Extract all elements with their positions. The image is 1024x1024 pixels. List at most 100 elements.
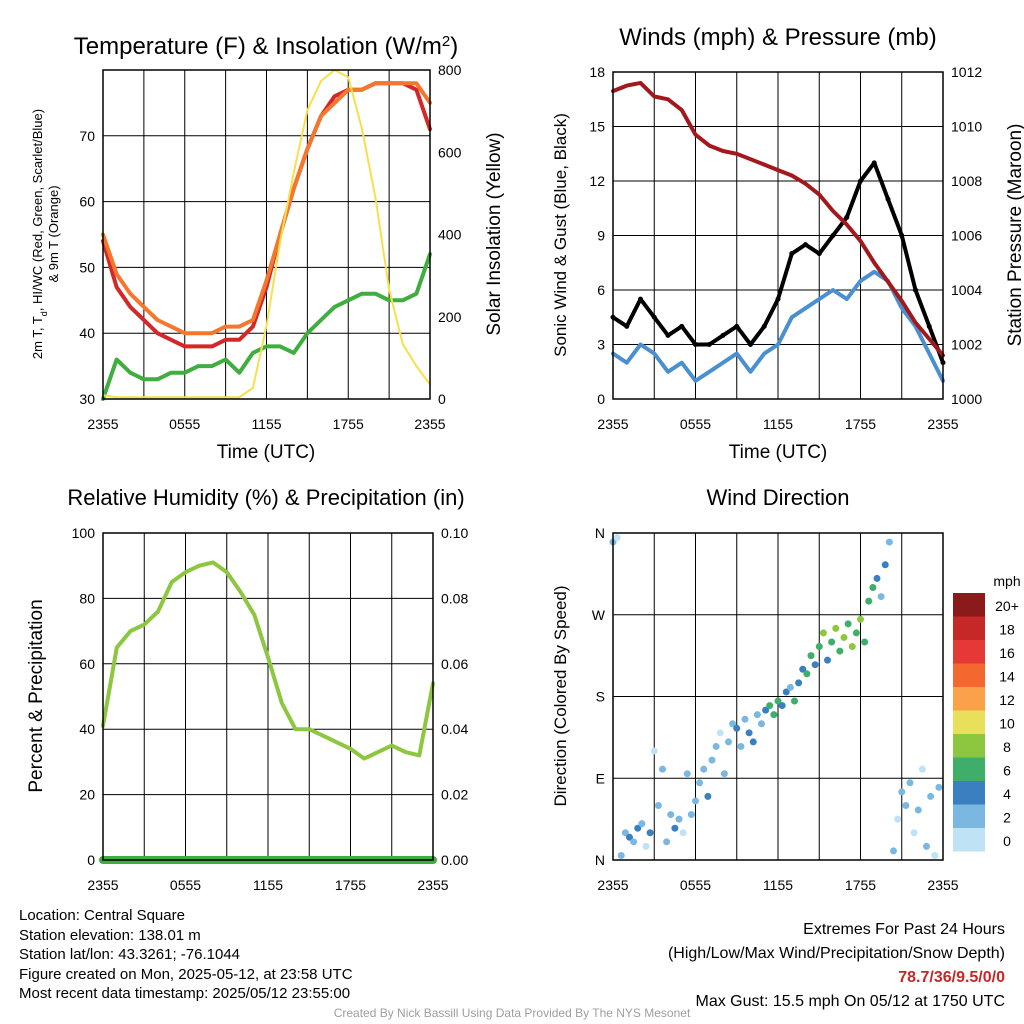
series-line — [101, 252, 432, 401]
direction-ylabel: Direction (Colored By Speed) — [551, 585, 570, 806]
direction-point — [687, 811, 695, 819]
colorbar-label: 12 — [999, 692, 1015, 708]
colorbar-label: 18 — [999, 621, 1015, 637]
direction-point — [927, 792, 935, 800]
direction-point — [733, 724, 741, 732]
winds-frame — [612, 71, 944, 400]
gust-point — [816, 251, 822, 257]
winds-ylabel: Sonic Wind & Gust (Blue, Black) — [551, 113, 570, 357]
gust-point — [720, 332, 726, 338]
x-tick-label: 2355 — [927, 416, 958, 432]
colorbar-title: mph — [993, 573, 1020, 589]
y2-tick-label: 1010 — [951, 119, 982, 135]
gust-point — [679, 323, 685, 329]
direction-point — [828, 638, 836, 646]
direction-point — [741, 715, 749, 723]
x-tick-label: 2355 — [597, 877, 628, 893]
colorbar-label: 2 — [1003, 809, 1011, 825]
direction-y-ticks: N E S W N — [592, 525, 606, 868]
y2-tick-label: 400 — [438, 227, 462, 243]
gust-point — [830, 233, 836, 238]
direction-point — [716, 729, 724, 737]
x-tick-label: 0555 — [680, 877, 711, 893]
colorbar-swatch — [953, 687, 985, 711]
direction-title: Wind Direction — [706, 485, 849, 510]
colorbar-label: 10 — [999, 715, 1015, 731]
direction-point — [708, 756, 716, 764]
colorbar-swatch — [953, 616, 985, 640]
direction-point — [848, 643, 856, 651]
winds-xlabel: Time (UTC) — [729, 442, 828, 463]
colorbar-label: 14 — [999, 668, 1015, 684]
gust-point — [871, 160, 877, 166]
humidity-title: Relative Humidity (%) & Precipitation (i… — [67, 485, 464, 510]
winds-grid — [612, 71, 944, 400]
x-tick-label: 0555 — [680, 416, 711, 432]
colorbar-label: 8 — [1003, 739, 1011, 755]
direction-point — [836, 647, 844, 655]
temperature-x-ticks: 2355 0555 1155 1755 2355 — [87, 416, 445, 432]
direction-point — [910, 829, 918, 837]
humidity-y-ticks: 0 20 40 60 80 100 — [72, 525, 96, 868]
colorbar-swatch — [953, 593, 985, 617]
x-tick-label: 1155 — [763, 416, 793, 432]
x-tick-label: 1755 — [335, 877, 366, 893]
temperature-frame — [102, 69, 431, 400]
gust-point — [706, 342, 712, 347]
direction-point — [840, 633, 848, 641]
direction-points — [609, 534, 943, 859]
y2-tick-label: 0 — [438, 391, 446, 407]
direction-point — [931, 851, 939, 859]
colorbar-swatch — [953, 781, 985, 805]
y-tick-label: N — [595, 852, 605, 868]
y2-tick-label: 0.00 — [441, 852, 468, 868]
y-tick-label: S — [596, 689, 605, 705]
series-line — [611, 80, 945, 358]
humidity-x-ticks: 2355 0555 1155 1755 2355 — [87, 877, 448, 893]
colorbar-label: 6 — [1003, 762, 1011, 778]
direction-point — [902, 802, 910, 809]
y2-tick-label: 1000 — [951, 391, 982, 407]
y-tick-label: 0 — [597, 391, 605, 407]
direction-point — [725, 738, 732, 746]
figure-created: Figure created on Mon, 2025-05-12, at 23… — [19, 965, 353, 983]
y-tick-label: 70 — [79, 128, 95, 144]
colorbar-label: 20+ — [995, 598, 1019, 614]
x-tick-label: 2355 — [417, 877, 448, 893]
gust-point — [858, 178, 863, 184]
direction-point — [642, 842, 650, 850]
direction-point — [634, 824, 642, 832]
direction-point — [906, 779, 914, 787]
direction-point — [885, 538, 893, 546]
y2-tick-label: 0.02 — [441, 787, 468, 803]
winds-y-ticks: 0 3 6 9 12 15 18 — [589, 64, 605, 407]
speed-colorbar: 20+ 18 16 14 12 10 8 6 4 2 0 — [953, 593, 1019, 852]
extremes-subtitle: (High/Low/Max Wind/Precipitation/Snow De… — [667, 945, 1005, 962]
credit-line: Created By Nick Bassill Using Data Provi… — [333, 1006, 691, 1020]
y-tick-label: E — [596, 770, 605, 786]
gust-point — [789, 251, 795, 257]
gust-point — [734, 323, 740, 329]
y2-tick-label: 0.06 — [441, 656, 468, 672]
winds-panel: Winds (mph) & Pressure (mb) 2355 0555 1155… — [551, 24, 1024, 463]
direction-point — [774, 697, 782, 705]
y2-tick-label: 1006 — [951, 228, 982, 244]
x-tick-label: 2355 — [927, 877, 958, 893]
direction-point — [646, 829, 654, 837]
temperature-ylabel: 2m T, Td, HI/WC (Red, Green, Scarlet/Blu… — [30, 109, 61, 359]
y2-tick-label: 800 — [438, 62, 462, 78]
direction-point — [704, 792, 712, 800]
y-tick-label: 60 — [79, 194, 95, 210]
pressure-ylabel: Station Pressure (Maroon) — [1005, 124, 1024, 347]
direction-point — [630, 838, 638, 846]
x-tick-label: 1155 — [251, 416, 281, 432]
temperature-panel: Temperature (F) & Insolation (W/m2) 2355… — [30, 33, 505, 464]
y-tick-label: 18 — [589, 64, 605, 80]
pressure-y-ticks: 1000 1002 1004 1006 1008 1010 1012 — [951, 64, 982, 407]
direction-point — [811, 661, 819, 669]
x-tick-label: 2355 — [597, 416, 628, 432]
direction-point — [671, 824, 679, 832]
gust-point — [926, 323, 932, 329]
x-tick-label: 0555 — [170, 877, 201, 893]
direction-point — [815, 643, 823, 651]
